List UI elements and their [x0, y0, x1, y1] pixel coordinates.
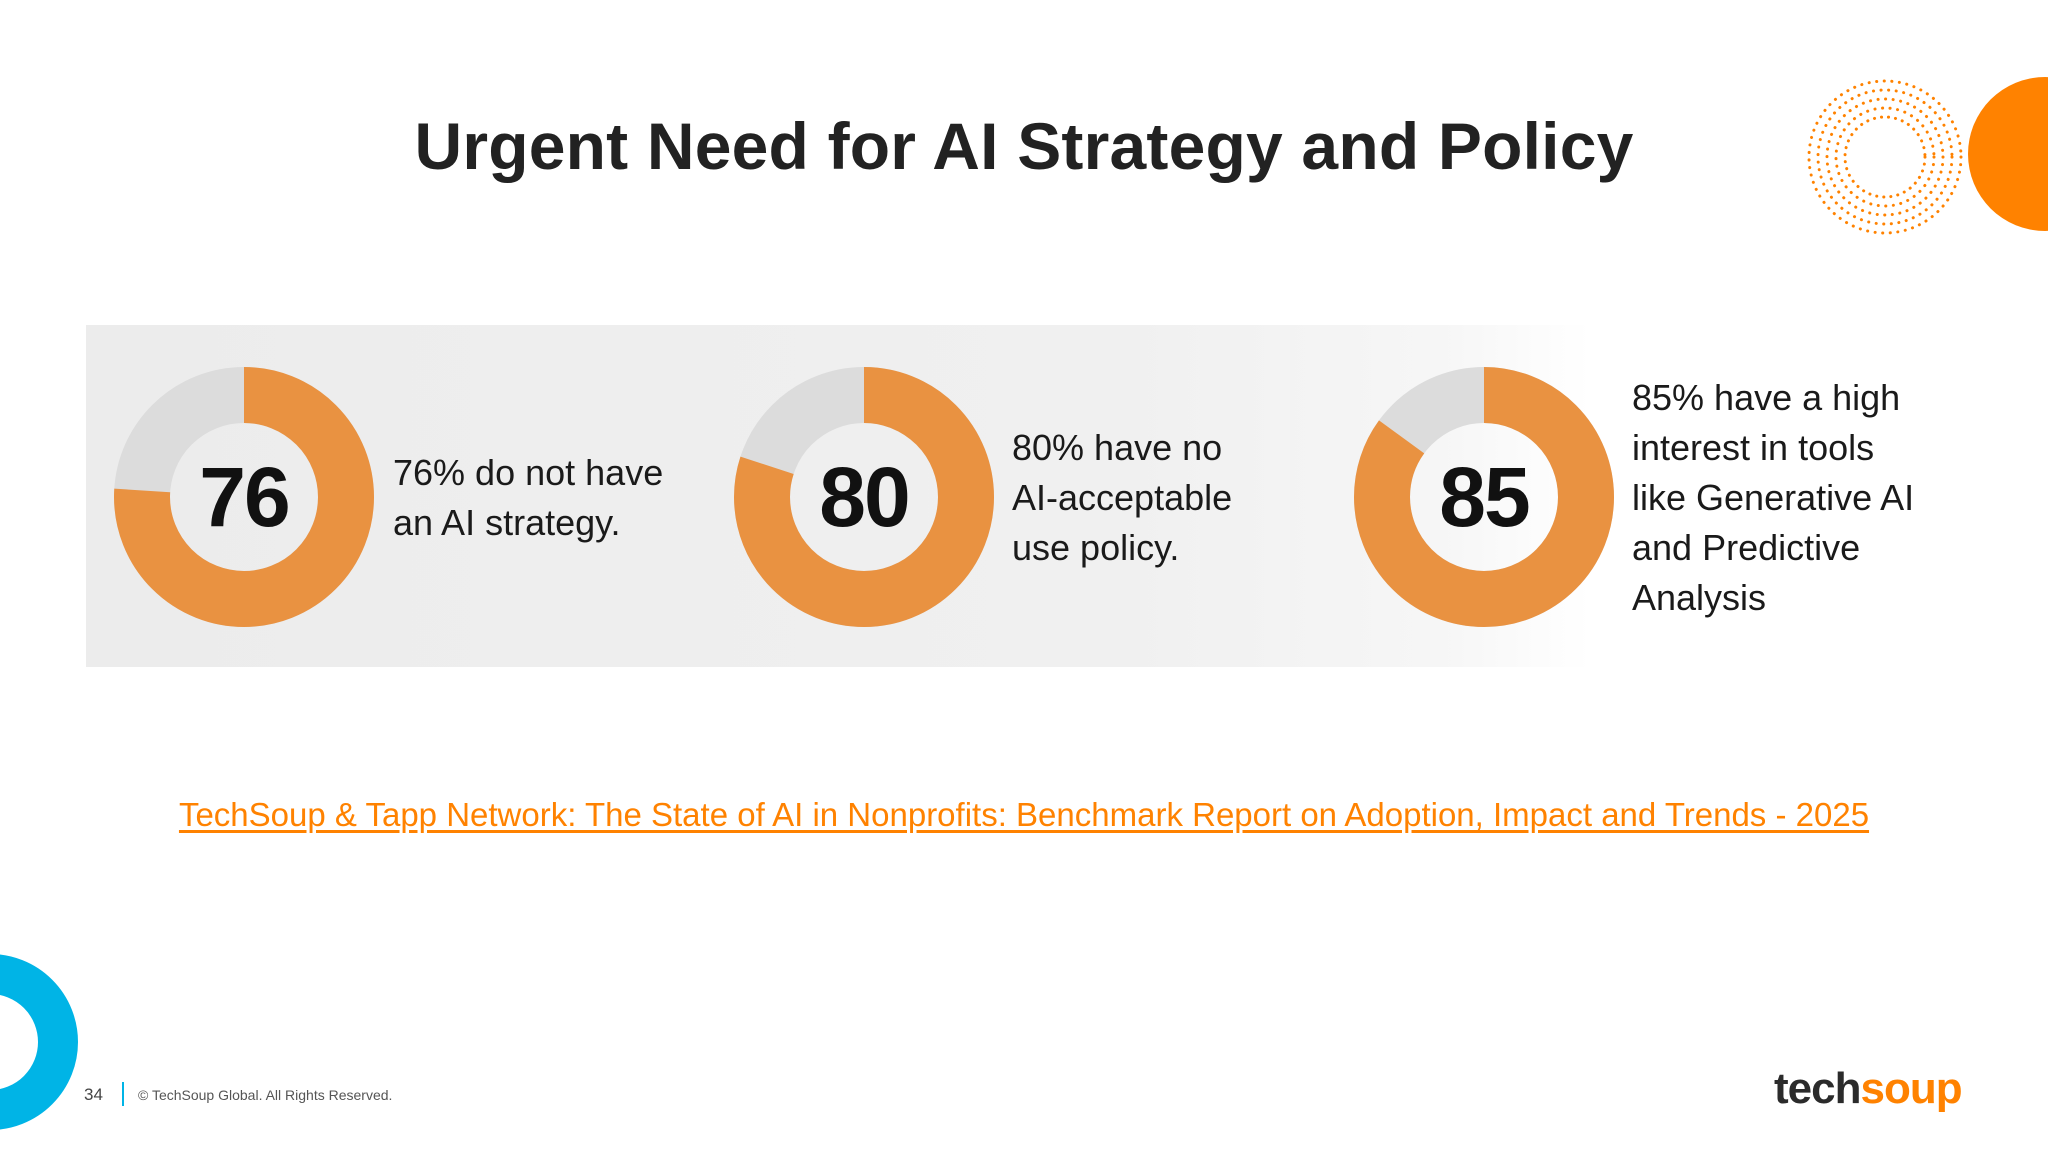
- donut-chart-76: [114, 367, 374, 627]
- stat-value: 80: [819, 450, 910, 544]
- techsoup-logo: techsoup: [1774, 1064, 1963, 1114]
- page-number: 34: [84, 1085, 103, 1104]
- dotted-rings-decoration: [1807, 79, 1963, 235]
- stat-description: 85% have a high interest in tools like G…: [1632, 377, 1915, 618]
- logo-text-tech: tech: [1774, 1064, 1861, 1113]
- donut-chart-80: [734, 367, 994, 627]
- copyright-text: © TechSoup Global. All Rights Reserved.: [138, 1087, 393, 1103]
- stat-description: 80% have no AI-acceptable use policy.: [1012, 427, 1233, 568]
- stat-value: 76: [199, 450, 290, 544]
- donut-arc: [734, 367, 994, 627]
- logo-text-soup: soup: [1860, 1064, 1962, 1113]
- source-link[interactable]: TechSoup & Tapp Network: The State of AI…: [178, 796, 1870, 833]
- donut-arc: [1354, 367, 1614, 627]
- slide-title: Urgent Need for AI Strategy and Policy: [414, 109, 1634, 183]
- orange-circle-decoration: [1968, 77, 2048, 231]
- donut-chart-85: [1354, 367, 1614, 627]
- blue-ring-decoration: [0, 954, 78, 1130]
- stat-value: 85: [1439, 450, 1530, 544]
- stats-panel: [86, 325, 1966, 667]
- donut-arc: [114, 367, 374, 627]
- stat-description: 76% do not have an AI strategy.: [393, 452, 664, 543]
- footer-divider: [122, 1082, 124, 1106]
